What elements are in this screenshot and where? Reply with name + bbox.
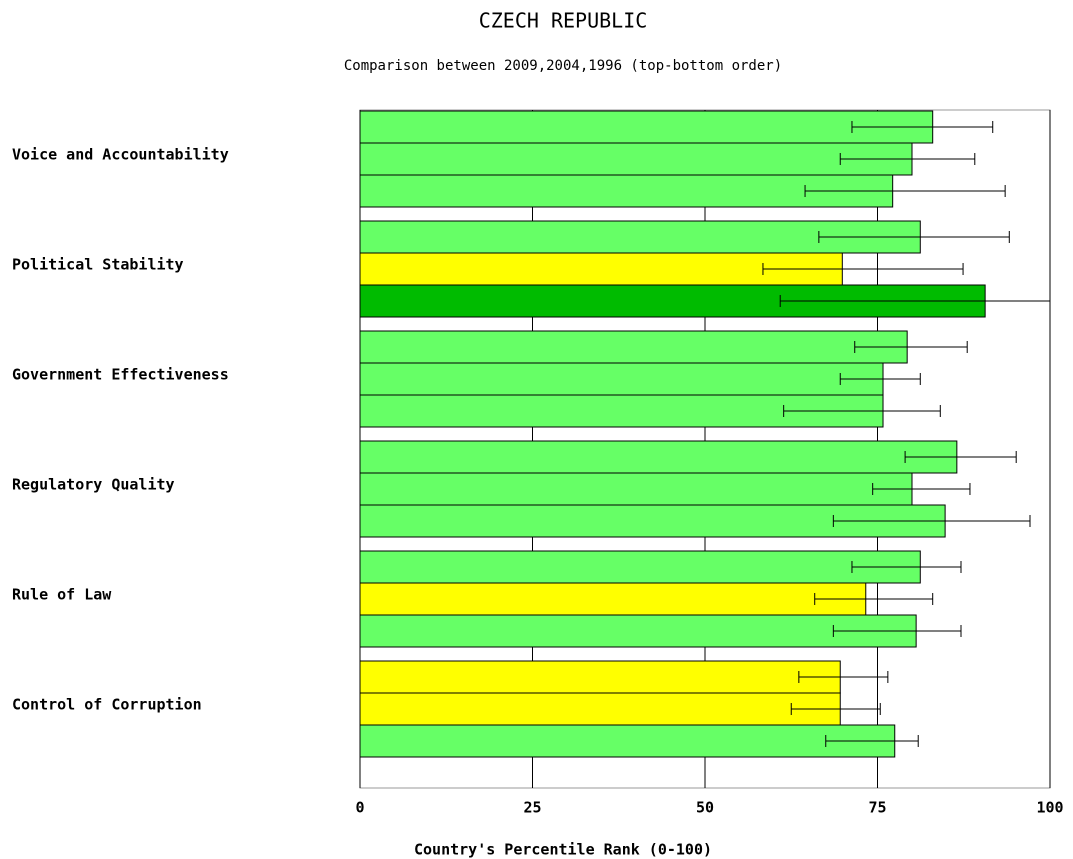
error-bar [818,231,1010,243]
error-bar [851,121,994,133]
bar [359,660,841,694]
x-axis-label: Country's Percentile Rank (0-100) [414,841,712,859]
error-bar [762,263,964,275]
y-tick-label: Political Stability [12,256,184,274]
bar [359,110,934,144]
error-bar [854,341,968,353]
x-tick-label: 0 [355,799,364,817]
error-bar [814,593,934,605]
error-bar [790,703,881,715]
bar [359,692,841,726]
bar [359,724,896,758]
bar [359,614,917,648]
bar [359,142,913,176]
bar [359,362,884,396]
error-bar [839,373,921,385]
error-bar [904,451,1017,463]
bar [359,174,894,208]
x-tick-label: 50 [696,799,714,817]
error-bar [798,671,889,683]
y-tick-label: Government Effectiveness [12,366,229,384]
error-bar [779,295,1051,307]
x-tick-label: 100 [1036,799,1063,817]
y-tick-label: Regulatory Quality [12,476,175,494]
bar [359,440,958,474]
bar [359,550,921,584]
error-bar [872,483,971,495]
bar [359,472,913,506]
y-tick-label: Voice and Accountability [12,146,229,164]
x-tick-label: 75 [868,799,886,817]
bar [359,330,908,364]
y-tick-label: Rule of Law [12,586,112,604]
error-bar [825,735,919,747]
chart-title: CZECH REPUBLIC [479,9,648,33]
error-bar [832,515,1031,527]
error-bar [804,185,1006,197]
y-tick-label: Control of Corruption [12,696,202,714]
x-tick-label: 25 [523,799,541,817]
error-bar [783,405,941,417]
bar [359,582,867,616]
error-bar [832,625,962,637]
chart-subtitle: Comparison between 2009,2004,1996 (top-b… [344,58,782,74]
error-bar [851,561,962,573]
error-bar [839,153,976,165]
